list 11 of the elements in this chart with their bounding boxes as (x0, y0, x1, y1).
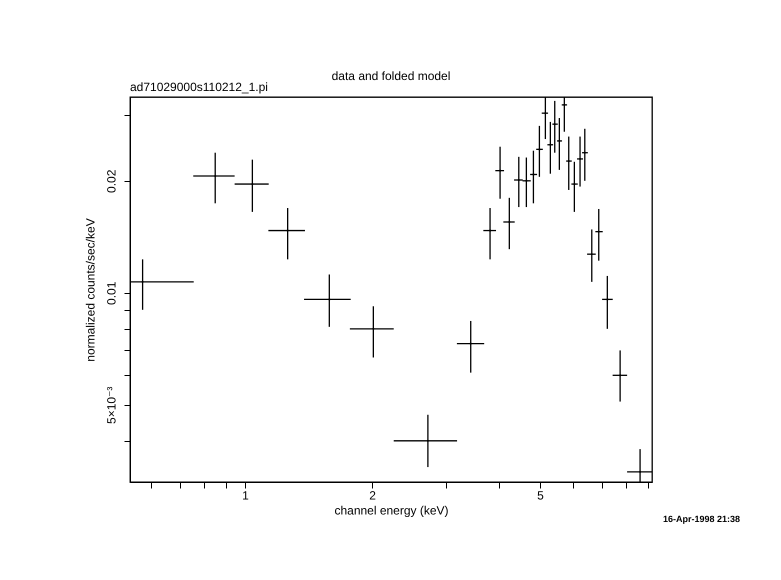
text: 16-Apr-1998 21:38 (662, 514, 740, 524)
y-tick-label: 5×10⁻³ (104, 386, 118, 424)
x-tick-label: 2 (369, 488, 376, 502)
y-tick-label: 0.02 (104, 169, 118, 193)
x-tick-label: 5 (537, 488, 544, 502)
chart-title: data and folded model (332, 69, 450, 83)
y-tick-label: 0.01 (104, 281, 118, 305)
x-axis-title: channel energy (keV) (334, 504, 449, 518)
x-tick-label: 1 (242, 488, 250, 502)
y-axis-title: normalized counts/sec/keV (84, 218, 98, 362)
text: ad71029000s110212_1.pi (130, 80, 268, 94)
